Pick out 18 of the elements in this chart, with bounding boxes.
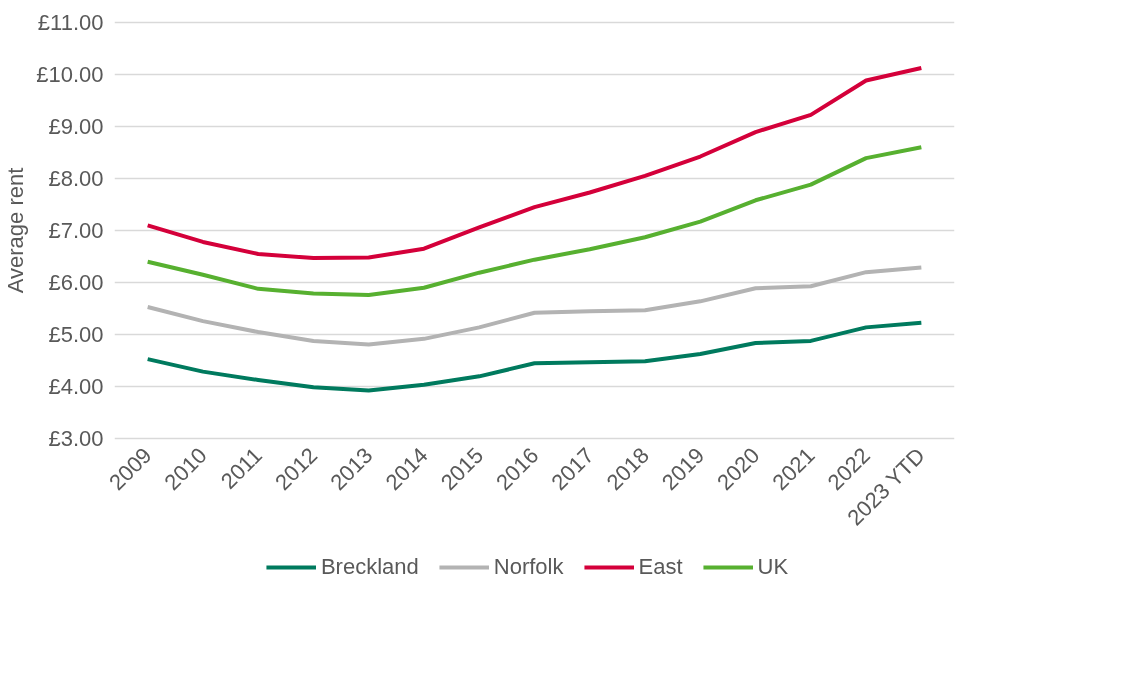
y-tick-label: £5.00 [48,322,104,348]
y-tick-label: £10.00 [36,61,104,87]
legend-label: Norfolk [493,554,564,580]
y-tick-label: £8.00 [48,165,104,191]
legend-label: East [638,554,683,580]
legend-label: Breckland [320,554,419,580]
legend-label: UK [757,554,789,580]
y-tick-label: £3.00 [48,426,104,452]
y-tick-label: £4.00 [48,374,104,400]
line-series [145,66,924,261]
y-tick-label: £7.00 [48,218,104,243]
y-tick-label: £9.00 [48,113,104,139]
line-series [145,145,924,298]
line-series [145,320,924,393]
line-series [145,265,924,347]
y-axis-title: Average rent [3,167,29,294]
y-tick-label: £11.00 [37,9,104,35]
y-tick-label: £6.00 [48,270,104,296]
